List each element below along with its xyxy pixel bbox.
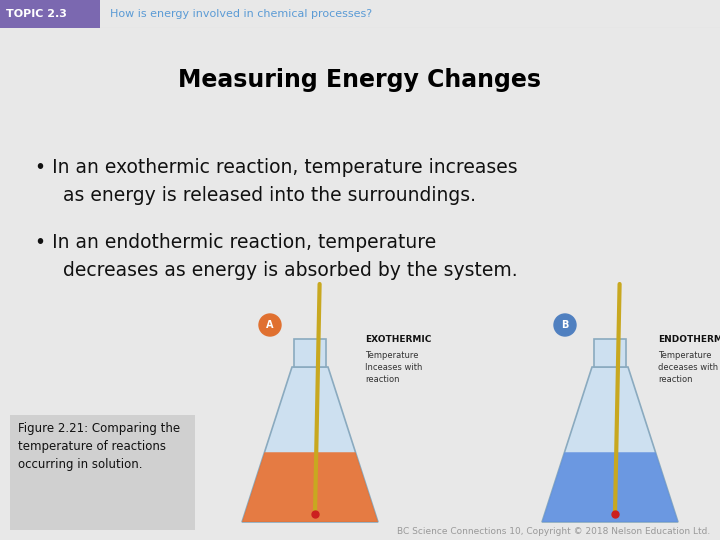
Text: • In an exothermic reaction, temperature increases: • In an exothermic reaction, temperature… [35,158,518,177]
Text: Measuring Energy Changes: Measuring Energy Changes [179,68,541,92]
Text: Figure 2.21: Comparing the
temperature of reactions
occurring in solution.: Figure 2.21: Comparing the temperature o… [18,422,180,471]
Polygon shape [542,453,678,522]
FancyBboxPatch shape [0,0,100,28]
Text: decreases as energy is absorbed by the system.: decreases as energy is absorbed by the s… [45,261,518,280]
Text: B: B [562,320,569,330]
Circle shape [554,314,576,336]
Text: Temperature
Inceases with
reaction: Temperature Inceases with reaction [365,351,423,383]
Text: ENDOTHERMIC: ENDOTHERMIC [658,335,720,344]
Text: How is energy involved in chemical processes?: How is energy involved in chemical proce… [110,9,372,19]
Text: BC Science Connections 10, Copyright © 2018 Nelson Education Ltd.: BC Science Connections 10, Copyright © 2… [397,527,710,536]
Text: Temperature
deceases with
reaction: Temperature deceases with reaction [658,351,718,383]
FancyBboxPatch shape [294,339,326,367]
Text: • In an endothermic reaction, temperature: • In an endothermic reaction, temperatur… [35,233,436,252]
Text: TOPIC 2.3: TOPIC 2.3 [6,9,67,19]
Text: as energy is released into the surroundings.: as energy is released into the surroundi… [45,186,476,205]
FancyBboxPatch shape [594,339,626,367]
Polygon shape [242,367,378,522]
Text: A: A [266,320,274,330]
Polygon shape [542,367,678,522]
Text: EXOTHERMIC: EXOTHERMIC [365,335,431,344]
FancyBboxPatch shape [10,415,195,530]
Circle shape [259,314,281,336]
Polygon shape [242,453,378,522]
